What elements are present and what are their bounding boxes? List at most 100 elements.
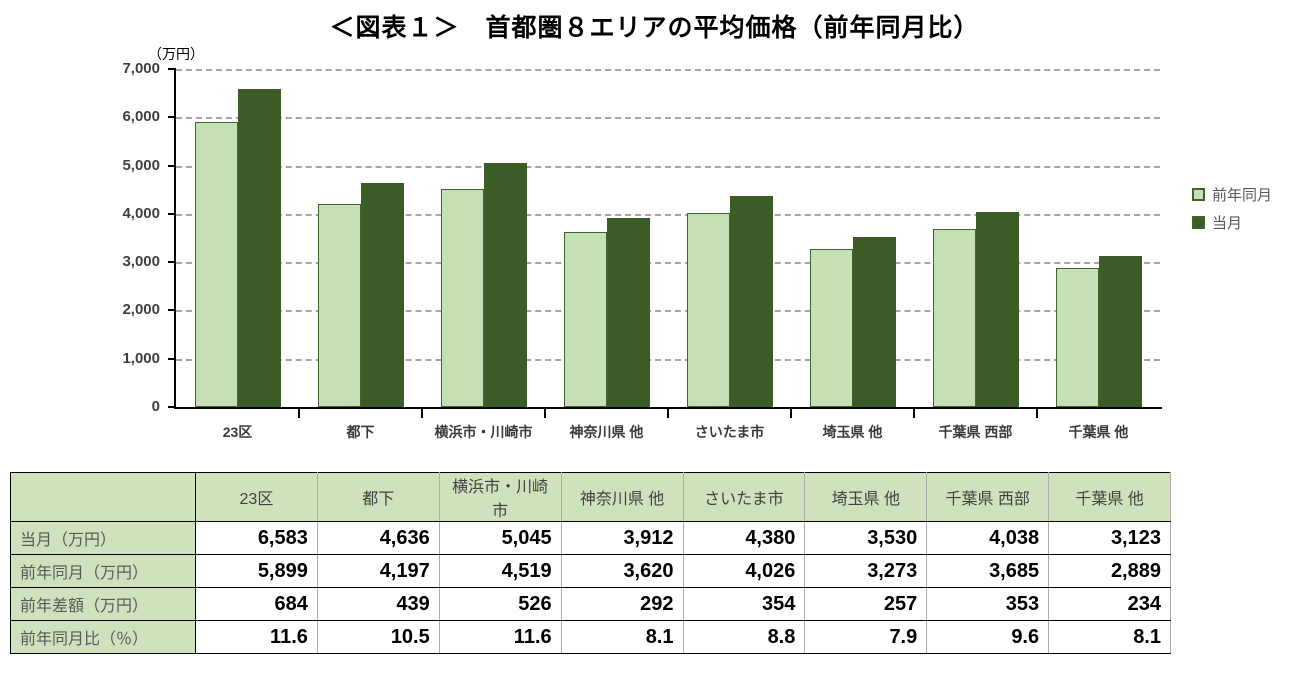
bar-prev-year bbox=[1055, 267, 1099, 407]
table-cell: 2,889 bbox=[1048, 554, 1171, 588]
legend-swatch-icon bbox=[1192, 187, 1205, 201]
y-axis-tick-label: 1,000 bbox=[122, 349, 160, 367]
y-axis-tick-label: 5,000 bbox=[122, 156, 160, 174]
x-axis-tick-mark bbox=[913, 409, 915, 418]
table-cell: 8.1 bbox=[1048, 620, 1171, 654]
legend-item[interactable]: 前年同月 bbox=[1192, 180, 1309, 208]
table-column-header: 千葉県 他 bbox=[1048, 472, 1171, 522]
y-axis-tick-label: 6,000 bbox=[122, 108, 160, 126]
table-cell: 3,123 bbox=[1048, 521, 1171, 555]
x-axis-category-label: 埼玉県 他 bbox=[822, 424, 883, 440]
table-cell: 4,380 bbox=[682, 521, 806, 555]
x-axis-line bbox=[176, 407, 1162, 409]
table-column-header: 23区 bbox=[195, 472, 318, 522]
y-axis-unit-label: （万円） bbox=[148, 46, 204, 62]
legend-label: 前年同月 bbox=[1212, 186, 1273, 204]
x-axis-category-label: さいたま市 bbox=[694, 424, 765, 440]
table-cell: 8.8 bbox=[682, 620, 806, 654]
page-title: ＜図表１＞ 首都圏８エリアの平均価格（前年同月比） bbox=[329, 14, 980, 42]
bar-prev-year bbox=[563, 232, 607, 407]
table-row-header: 前年差額（万円） bbox=[10, 587, 196, 621]
y-axis-tick-label-wrap: 7,000 bbox=[98, 60, 160, 78]
bar-prev-year bbox=[440, 188, 484, 407]
bar-current-month bbox=[1098, 256, 1142, 407]
table-column-header: さいたま市 bbox=[682, 472, 806, 522]
bar-current-month bbox=[975, 212, 1019, 407]
table-cell: 684 bbox=[195, 587, 318, 621]
bar-current-month bbox=[729, 195, 773, 407]
gridline bbox=[176, 262, 1160, 265]
y-axis-tick-label: 0 bbox=[151, 398, 160, 415]
bar-prev-year bbox=[686, 212, 730, 407]
y-axis-tick-label-wrap: 5,000 bbox=[98, 157, 160, 175]
legend-swatch-icon bbox=[1192, 215, 1205, 229]
table-column-header: 千葉県 西部 bbox=[926, 472, 1050, 522]
y-axis-tick-mark bbox=[168, 116, 176, 119]
table-column-header: 都下 bbox=[316, 472, 440, 522]
y-axis-line bbox=[174, 68, 176, 409]
table-cell: 11.6 bbox=[438, 620, 562, 654]
table-cell: 7.9 bbox=[804, 620, 928, 654]
y-axis-tick-label-wrap: 3,000 bbox=[98, 253, 160, 271]
table-cell: 9.6 bbox=[926, 620, 1050, 654]
table-cell: 353 bbox=[926, 587, 1050, 621]
bar-prev-year bbox=[932, 229, 976, 407]
table-row: 前年同月（万円） 5,899 4,197 4,519 3,620 4,026 3,273 3,… bbox=[10, 554, 1171, 588]
bar-prev-year bbox=[317, 204, 361, 407]
table-cell: 11.6 bbox=[195, 620, 318, 654]
y-axis-tick-label-wrap: 1,000 bbox=[98, 350, 160, 368]
gridline bbox=[176, 358, 1160, 361]
table-corner-cell bbox=[10, 472, 196, 522]
table-column-header: 神奈川県 他 bbox=[560, 472, 684, 522]
data-table: 23区 都下 横浜市・川崎市 神奈川県 他さいたま市 埼玉県 他千葉県 西部 千葉県 他 … bbox=[10, 472, 1171, 654]
y-axis-tick-label-wrap: 2,000 bbox=[98, 301, 160, 319]
bar-prev-year bbox=[809, 248, 853, 407]
table-cell: 234 bbox=[1048, 587, 1171, 621]
table-column-header: 横浜市・川崎市 bbox=[438, 472, 562, 522]
table-cell: 10.5 bbox=[316, 620, 440, 654]
table-cell: 257 bbox=[804, 587, 928, 621]
gridline bbox=[176, 165, 1160, 168]
y-axis-tick-label-wrap: 6,000 bbox=[98, 108, 160, 126]
gridline bbox=[176, 213, 1160, 216]
gridline bbox=[176, 117, 1160, 120]
bar-prev-year bbox=[194, 122, 238, 407]
table-cell: 3,620 bbox=[560, 554, 684, 588]
table-cell: 439 bbox=[316, 587, 440, 621]
x-axis-tick-mark bbox=[790, 409, 792, 418]
table-cell: 5,899 bbox=[195, 554, 318, 588]
y-axis-tick-label: 4,000 bbox=[122, 204, 160, 222]
table-body: 当月（万円） 6,583 4,636 5,045 3,912 4,380 3,530 4,03… bbox=[10, 521, 1171, 654]
bar-chart: （万円） 0 1,000 2,000 3,000 4,000 5,000 6,000 7,00… bbox=[0, 44, 1309, 464]
x-axis-tick-mark bbox=[298, 409, 300, 418]
x-axis-tick-mark bbox=[667, 409, 669, 418]
table-cell: 3,273 bbox=[804, 554, 928, 588]
bar-current-month bbox=[852, 236, 896, 407]
table-cell: 3,685 bbox=[926, 554, 1050, 588]
table-cell: 292 bbox=[560, 587, 684, 621]
table-cell: 6,583 bbox=[195, 521, 318, 555]
legend-item[interactable]: 当月 bbox=[1192, 208, 1309, 236]
x-axis-category-label: 千葉県 他 bbox=[1068, 424, 1129, 440]
x-axis-category-label: 神奈川県 他 bbox=[569, 424, 644, 440]
y-axis-tick-mark bbox=[168, 261, 176, 264]
y-axis-tick-mark bbox=[168, 212, 176, 215]
bar-current-month bbox=[606, 218, 650, 407]
table-cell: 526 bbox=[438, 587, 562, 621]
table-cell: 4,636 bbox=[316, 521, 440, 555]
table-row: 前年差額（万円） 684 439 526 292 354 257 353 234 bbox=[10, 587, 1171, 621]
x-axis-category-label: 千葉県 西部 bbox=[938, 424, 1013, 440]
table-cell: 3,530 bbox=[804, 521, 928, 555]
x-axis-category-label: 23区 bbox=[222, 424, 253, 440]
y-axis-tick-mark bbox=[168, 357, 176, 360]
y-axis-tick-label-wrap: 0 bbox=[98, 398, 160, 416]
gridline bbox=[176, 69, 1160, 71]
y-axis-tick-mark bbox=[168, 309, 176, 312]
x-axis-tick-mark bbox=[1036, 409, 1038, 418]
table-cell: 4,026 bbox=[682, 554, 806, 588]
legend-label: 当月 bbox=[1212, 214, 1243, 232]
y-axis-tick-label-wrap: 4,000 bbox=[98, 205, 160, 223]
table-cell: 4,038 bbox=[926, 521, 1050, 555]
table-cell: 4,519 bbox=[438, 554, 562, 588]
table-cell: 5,045 bbox=[438, 521, 562, 555]
